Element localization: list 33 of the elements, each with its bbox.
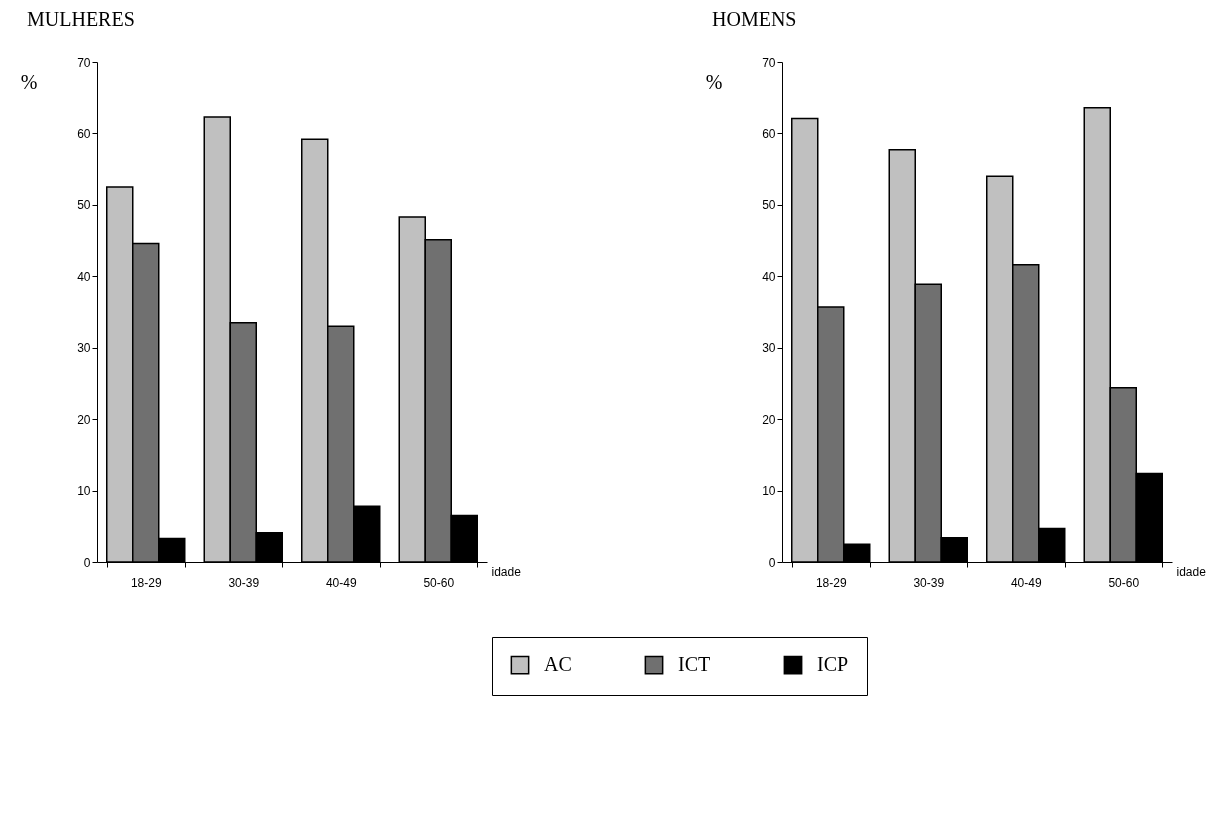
y-tick-label: 40	[77, 269, 91, 284]
x-tick-label: 50-60	[423, 575, 455, 590]
y-tick-label: 30	[762, 341, 776, 356]
y-tick-label: 20	[762, 412, 776, 427]
x-tick-label: 30-39	[228, 575, 260, 590]
x-tick-label: 30-39	[913, 575, 945, 590]
x-tick-label: 40-49	[1010, 575, 1042, 590]
y-tick-label: 10	[762, 484, 776, 499]
y-tick-label: 20	[77, 412, 91, 427]
y-tick-label: 60	[77, 126, 91, 141]
y-tick-label: 70	[762, 55, 776, 70]
y-tick-label: 50	[762, 198, 776, 213]
x-tick-label: 18-29	[815, 575, 847, 590]
chart-title: MULHERES	[27, 8, 135, 30]
y-tick-label: 40	[762, 269, 776, 284]
y-tick-label: 0	[83, 555, 91, 570]
legend-label: ICP	[817, 653, 849, 676]
y-tick-label: 70	[77, 55, 91, 70]
y-tick-label: 50	[77, 198, 91, 213]
x-axis-title: idade	[491, 564, 522, 579]
x-tick-label: 50-60	[1108, 575, 1140, 590]
legend-label: ICT	[678, 653, 711, 676]
y-axis-title: %	[20, 70, 38, 93]
y-tick-label: 10	[77, 484, 91, 499]
legend-label: AC	[544, 653, 572, 676]
y-axis-title: %	[705, 70, 723, 93]
y-tick-label: 30	[77, 341, 91, 356]
x-tick-label: 18-29	[130, 575, 162, 590]
y-tick-label: 60	[762, 126, 776, 141]
x-axis-title: idade	[1176, 564, 1207, 579]
y-tick-label: 0	[768, 555, 776, 570]
x-tick-label: 40-49	[325, 575, 357, 590]
chart-title: HOMENS	[712, 8, 797, 30]
